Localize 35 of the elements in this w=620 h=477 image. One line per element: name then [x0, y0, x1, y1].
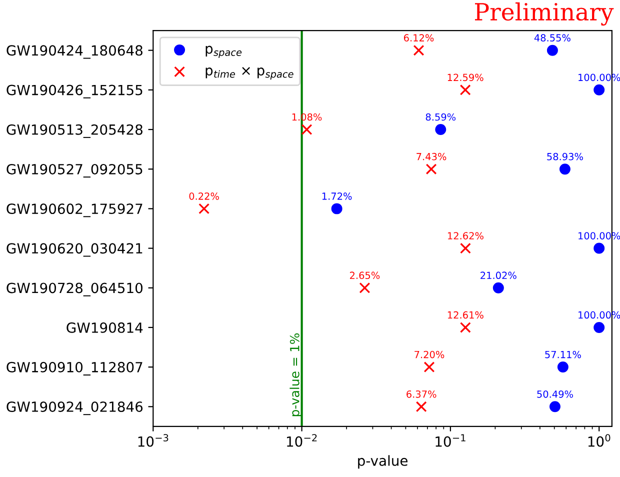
data-label: 2.65% — [350, 272, 380, 280]
data-label: 12.61% — [448, 311, 484, 319]
y-tick-label: GW190814 — [66, 322, 143, 333]
data-label: 7.43% — [416, 152, 446, 160]
data-label: 12.59% — [448, 74, 484, 82]
y-tick-label: GW190910_112807 — [6, 362, 142, 376]
data-label: 21.02% — [480, 272, 516, 280]
y-tick-label: GW190728_064510 — [6, 282, 142, 296]
data-label: 58.93% — [547, 152, 583, 160]
x-tick-label: 10$^{−1}$ — [436, 434, 466, 447]
y-tick-label: GW190620_030421 — [6, 243, 142, 257]
x-tick-label: 10$^{0}$ — [588, 434, 610, 447]
data-label: 8.59% — [426, 113, 456, 121]
legend-label: p$_{space}$ — [206, 46, 242, 58]
y-tick-label: GW190527_092055 — [6, 164, 142, 178]
y-tick-label: GW190513_205428 — [6, 124, 142, 138]
y-tick-label: GW190924_021846 — [6, 401, 143, 416]
y-tick-label: GW190424_180648 — [6, 45, 142, 59]
data-label: 7.20% — [414, 350, 444, 358]
legend-label: p$_{time}$ × p$_{space}$ — [206, 67, 294, 80]
ref-line-label: p-value = 1% — [290, 333, 302, 416]
data-label: 0.22% — [189, 192, 219, 200]
data-label: 6.37% — [406, 390, 436, 398]
data-label: 1.72% — [322, 192, 352, 200]
y-tick-label: GW190602_175927 — [6, 204, 142, 218]
chart-title: Preliminary — [475, 2, 614, 26]
x-axis-title: p-value — [358, 455, 408, 469]
data-label: 57.11% — [545, 350, 581, 358]
data-label: 6.12% — [404, 34, 434, 42]
y-tick-label: GW190426_152155 — [6, 84, 142, 98]
data-label: 50.49% — [537, 390, 573, 398]
x-tick-label: 10$^{−2}$ — [287, 434, 317, 447]
data-label: 12.62% — [448, 232, 484, 240]
data-label: 48.55% — [534, 34, 570, 42]
x-tick-label: 10$^{−3}$ — [138, 434, 168, 447]
